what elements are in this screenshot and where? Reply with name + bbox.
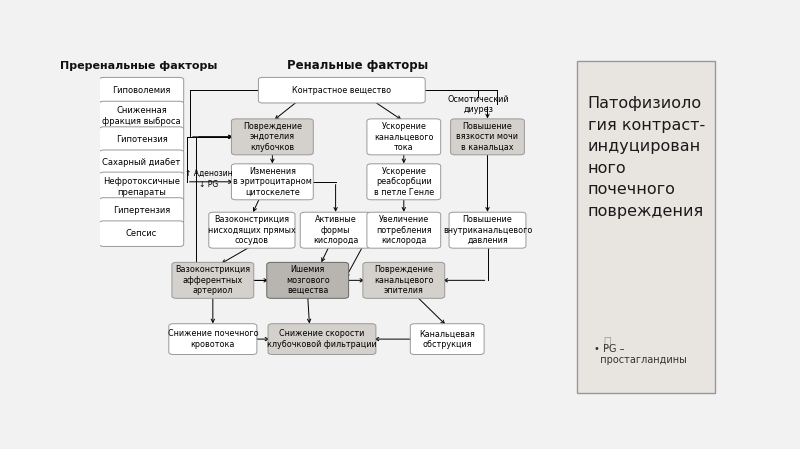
Text: Ишемия
мозгового
вещества: Ишемия мозгового вещества bbox=[286, 265, 330, 295]
Text: Нефротоксичные
препараты: Нефротоксичные препараты bbox=[103, 177, 180, 197]
Text: Патофизиоло
гия контраст-
индуцирован
ного
почечного
повреждения: Патофизиоло гия контраст- индуцирован но… bbox=[587, 96, 705, 219]
Text: Снижение скорости
клубочковой фильтрации: Снижение скорости клубочковой фильтрации bbox=[267, 330, 377, 349]
FancyBboxPatch shape bbox=[169, 324, 257, 355]
FancyBboxPatch shape bbox=[266, 262, 349, 298]
Text: Осмотический
диурез: Осмотический диурез bbox=[447, 95, 509, 114]
Text: Ускорение
канальцевого
тока: Ускорение канальцевого тока bbox=[374, 122, 434, 152]
FancyBboxPatch shape bbox=[363, 262, 445, 298]
Text: Активные
формы
кислорода: Активные формы кислорода bbox=[313, 216, 358, 245]
FancyBboxPatch shape bbox=[449, 212, 526, 248]
Text: Увеличение
потребления
кислорода: Увеличение потребления кислорода bbox=[376, 216, 432, 245]
Text: Контрастное вещество: Контрастное вещество bbox=[292, 86, 391, 95]
Text: 🔊: 🔊 bbox=[603, 336, 611, 349]
Text: Ускорение
реабсорбции
в петле Генле: Ускорение реабсорбции в петле Генле bbox=[374, 167, 434, 197]
FancyBboxPatch shape bbox=[367, 119, 441, 155]
FancyBboxPatch shape bbox=[99, 77, 184, 103]
FancyBboxPatch shape bbox=[410, 324, 484, 355]
FancyBboxPatch shape bbox=[578, 61, 715, 393]
FancyBboxPatch shape bbox=[99, 127, 184, 152]
FancyBboxPatch shape bbox=[99, 172, 184, 202]
Text: Вазоконстрикция
афферентных
артериол: Вазоконстрикция афферентных артериол bbox=[175, 265, 250, 295]
Text: Повышение
вязкости мочи
в канальцах: Повышение вязкости мочи в канальцах bbox=[457, 122, 518, 152]
Text: • PG –
  простагландины: • PG – простагландины bbox=[594, 344, 687, 365]
Text: Сахарный диабет: Сахарный диабет bbox=[102, 158, 181, 167]
Text: Снижение почечного
кровотока: Снижение почечного кровотока bbox=[167, 330, 258, 349]
Text: Повышение
внутриканальцевого
давления: Повышение внутриканальцевого давления bbox=[443, 216, 532, 245]
Text: Вазоконстрикция
нисходящих прямых
сосудов: Вазоконстрикция нисходящих прямых сосудо… bbox=[208, 216, 296, 245]
Text: Канальцевая
обструкция: Канальцевая обструкция bbox=[419, 330, 475, 349]
FancyBboxPatch shape bbox=[209, 212, 295, 248]
FancyBboxPatch shape bbox=[99, 221, 184, 247]
FancyBboxPatch shape bbox=[99, 198, 184, 223]
Text: Изменения
в эритроцитарном
цитоскелете: Изменения в эритроцитарном цитоскелете bbox=[233, 167, 312, 197]
Text: Повреждение
эндотелия
клубочков: Повреждение эндотелия клубочков bbox=[243, 122, 302, 152]
Text: Повреждение
канальцевого
эпителия: Повреждение канальцевого эпителия bbox=[374, 265, 434, 295]
FancyBboxPatch shape bbox=[268, 324, 376, 355]
Text: ↑ Аденозин
↓ PG: ↑ Аденозин ↓ PG bbox=[185, 169, 232, 189]
Text: Гиповолемия: Гиповолемия bbox=[112, 86, 170, 95]
FancyBboxPatch shape bbox=[367, 164, 441, 200]
FancyBboxPatch shape bbox=[367, 212, 441, 248]
FancyBboxPatch shape bbox=[172, 262, 254, 298]
FancyBboxPatch shape bbox=[450, 119, 524, 155]
Text: Преренальные факторы: Преренальные факторы bbox=[60, 61, 217, 71]
Text: Сепсис: Сепсис bbox=[126, 229, 157, 238]
FancyBboxPatch shape bbox=[99, 101, 184, 131]
FancyBboxPatch shape bbox=[231, 164, 314, 200]
FancyBboxPatch shape bbox=[99, 150, 184, 176]
FancyBboxPatch shape bbox=[231, 119, 314, 155]
Text: Гипотензия: Гипотензия bbox=[116, 135, 167, 144]
Text: Ренальные факторы: Ренальные факторы bbox=[286, 59, 428, 72]
FancyBboxPatch shape bbox=[258, 77, 425, 103]
Text: Сниженная
фракция выброса: Сниженная фракция выброса bbox=[102, 106, 181, 126]
Text: Гипертензия: Гипертензия bbox=[113, 206, 170, 215]
FancyBboxPatch shape bbox=[300, 212, 371, 248]
